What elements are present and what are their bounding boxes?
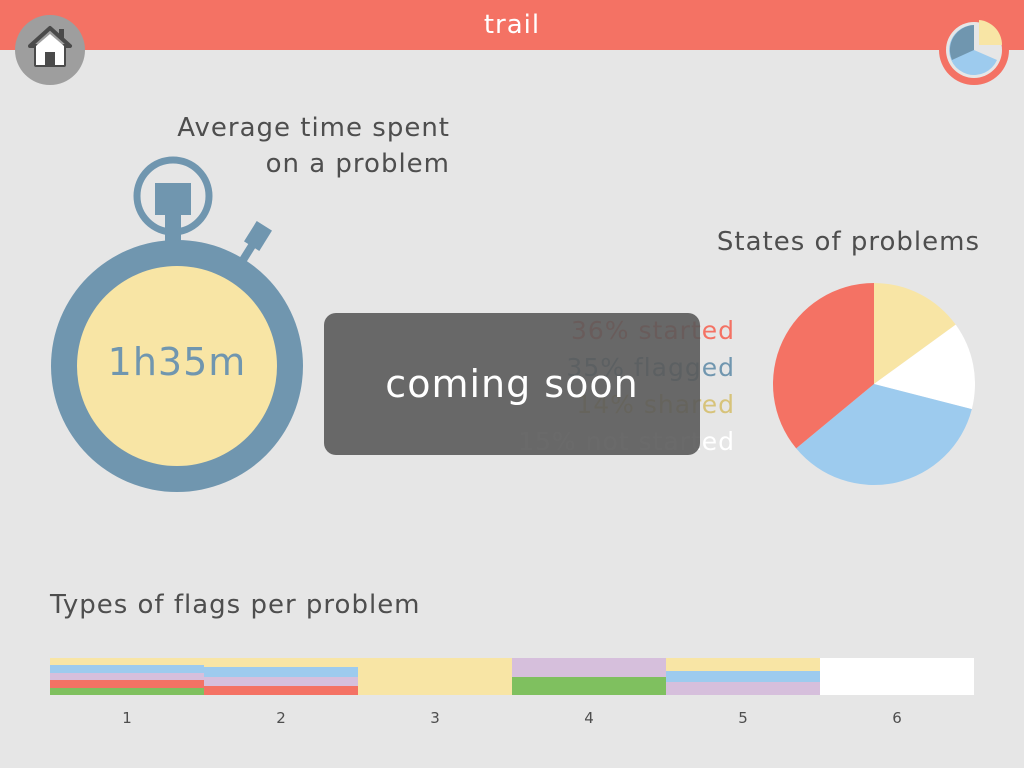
- pie-chart-icon: [946, 20, 1003, 78]
- flag-segment: [204, 658, 358, 668]
- flag-tick-label: 6: [892, 709, 902, 727]
- average-time-title-line1: Average time spent: [177, 113, 450, 143]
- flag-segment: [358, 658, 512, 695]
- flag-segment: [50, 672, 204, 681]
- flag-segment: [50, 687, 204, 695]
- average-time-title: Average time spent on a problem: [130, 110, 450, 182]
- flag-tick-label: 5: [738, 709, 748, 727]
- flag-tick-label: 1: [122, 709, 132, 727]
- flag-tick-label: 3: [430, 709, 440, 727]
- states-pie-chart: [773, 283, 975, 485]
- coming-soon-overlay: [324, 313, 700, 455]
- flag-segment: [50, 665, 204, 673]
- pie-slice-shared: [874, 324, 975, 410]
- flag-column-6: [820, 658, 974, 695]
- flag-segment: [50, 658, 204, 666]
- flag-segment: [820, 658, 974, 695]
- top-bar: [0, 0, 1024, 50]
- flag-tick-label: 4: [584, 709, 594, 727]
- flag-segment: [512, 658, 666, 677]
- pie-slice-flagged: [796, 384, 972, 485]
- flag-column-5: [666, 658, 820, 695]
- pie-slice-started: [773, 283, 874, 449]
- flag-segment: [204, 685, 358, 695]
- stats-button[interactable]: [939, 15, 1009, 85]
- average-time-title-line2: on a problem: [265, 149, 450, 179]
- home-icon: [28, 26, 72, 67]
- flag-column-3: [358, 658, 512, 695]
- flag-column-1: [50, 658, 204, 695]
- stopwatch-icon: [51, 156, 303, 492]
- flag-segment: [666, 670, 820, 683]
- app-title: trail: [483, 10, 541, 40]
- flag-segment: [666, 682, 820, 695]
- flags-title: Types of flags per problem: [50, 590, 421, 620]
- coming-soon-text: coming soon: [385, 362, 639, 406]
- flag-segment: [512, 676, 666, 695]
- flag-segment: [50, 680, 204, 688]
- flag-segment: [204, 676, 358, 686]
- average-time-value: 1h35m: [107, 340, 247, 384]
- pie-slice-not-started: [874, 283, 956, 384]
- flag-tick-label: 2: [276, 709, 286, 727]
- flag-column-4: [512, 658, 666, 695]
- flag-column-2: [204, 658, 358, 695]
- home-button[interactable]: [15, 15, 85, 85]
- flags-bar-chart: [50, 658, 974, 695]
- flag-segment: [666, 658, 820, 671]
- flag-segment: [204, 667, 358, 677]
- states-title: States of problems: [716, 227, 980, 257]
